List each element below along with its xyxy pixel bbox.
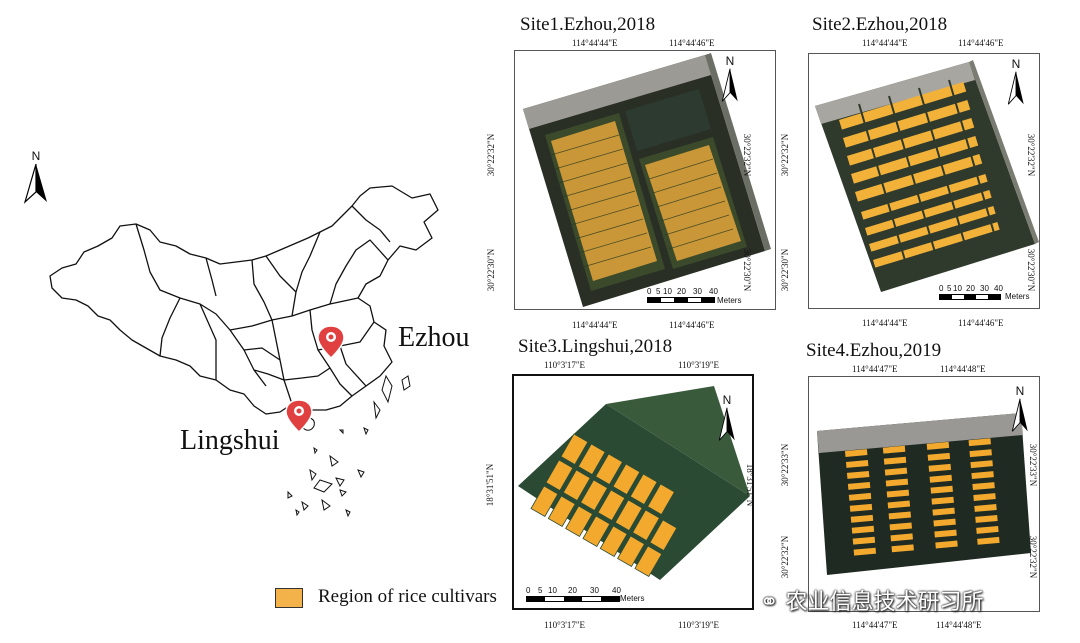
- site3-scale-units: Meters: [620, 594, 645, 603]
- scale-tick: 0: [939, 284, 944, 293]
- scale-tick: 10: [953, 284, 962, 293]
- site2-top-coord-2: 114°44'46"E: [958, 38, 1004, 48]
- site4-left-coord-1: 30°22'33"N: [780, 443, 791, 487]
- site1-scalebar: 0 5 10 20 30 40: [647, 287, 721, 303]
- site4-north-label: N: [1015, 384, 1025, 398]
- site2-top-coord-1: 114°44'44"E: [862, 38, 908, 48]
- north-label: N: [31, 149, 41, 163]
- scale-tick: 20: [677, 287, 686, 296]
- site4-top-coord-2: 114°44'48"E: [940, 364, 986, 374]
- site3-scalebar: 0 5 10 20 30 40: [526, 586, 622, 602]
- north-arrow-icon: [23, 163, 47, 204]
- site2-scalebar: 0 5 10 20 30 40: [939, 284, 1005, 300]
- site2-right-coord-1: 30°22'32"N: [1026, 133, 1037, 177]
- pin-ezhou: [317, 325, 345, 360]
- site2-bottom-coord-1: 114°44'44"E: [862, 318, 908, 328]
- scale-tick: 20: [966, 284, 975, 293]
- site1-scale-units: Meters: [717, 296, 742, 305]
- legend-label: Region of rice cultivars: [318, 586, 497, 607]
- site1-right-coord-2: 30°22'30"N: [742, 248, 753, 292]
- site4-imagery: [817, 413, 1031, 575]
- scale-tick: 40: [994, 284, 1003, 293]
- site4-left-coord-2: 30°22'32"N: [780, 535, 791, 579]
- china-outline-map: [49, 185, 439, 518]
- site2-title: Site2.Ezhou,2018: [812, 14, 948, 35]
- scale-tick: 0: [526, 586, 531, 595]
- site3-north-arrow: N: [712, 394, 742, 447]
- site2-right-coord-2: 30°22'30"N: [1026, 248, 1037, 292]
- site4-bottom-coord-1: 114°44'47"E: [852, 620, 898, 630]
- scale-tick: 30: [693, 287, 702, 296]
- site4-top-coord-1: 114°44'47"E: [852, 364, 898, 374]
- site1-bottom-coord-2: 114°44'46"E: [669, 320, 715, 330]
- site3-map-frame: N 0 5 10 20 30 40 Meters: [512, 374, 754, 610]
- site2-left-coord-1: 30°22'32"N: [780, 133, 791, 177]
- scale-tick: 0: [647, 287, 652, 296]
- site4-map-frame: N: [808, 376, 1040, 612]
- site3-bottom-coord-2: 110°3'19"E: [678, 620, 720, 630]
- north-arrow-icon: [1011, 398, 1028, 432]
- site2-north-label: N: [1011, 57, 1021, 71]
- site3-bottom-coord-1: 110°3'17"E: [544, 620, 586, 630]
- scale-tick: 40: [612, 586, 621, 595]
- site2-scale-units: Meters: [1005, 292, 1030, 301]
- legend-swatch: [275, 588, 303, 608]
- site3-right-coord-1: 18°31'51"N: [745, 463, 756, 507]
- label-ezhou: Ezhou: [398, 322, 470, 353]
- scale-tick: 10: [548, 586, 557, 595]
- site1-right-coord-1: 30°22'32"N: [742, 133, 753, 177]
- label-lingshui: Lingshui: [180, 425, 280, 456]
- site2-bottom-coord-2: 114°44'46"E: [958, 318, 1004, 328]
- site1-north-label: N: [725, 54, 735, 68]
- site4-north-arrow: N: [1005, 385, 1035, 438]
- scale-tick: 10: [663, 287, 672, 296]
- site1-imagery: [523, 53, 771, 307]
- site4-right-coord-1: 30°22'33"N: [1028, 443, 1039, 487]
- site2-map-frame: N 0 5 10 20 30 40 Meters: [808, 53, 1040, 309]
- site4-right-coord-2: 30°22'32"N: [1028, 535, 1039, 579]
- site1-left-coord-1: 30°22'32"N: [486, 133, 497, 177]
- scale-tick: 30: [590, 586, 599, 595]
- north-arrow-icon: [721, 68, 738, 102]
- scale-tick: 20: [568, 586, 577, 595]
- pin-lingshui: [285, 399, 313, 434]
- site2-imagery: [815, 60, 1039, 292]
- site1-bottom-coord-1: 114°44'44"E: [572, 320, 618, 330]
- site3-title: Site3.Lingshui,2018: [518, 336, 673, 357]
- site2-north-arrow: N: [1001, 58, 1031, 111]
- site3-north-label: N: [722, 393, 732, 407]
- site3-top-coord-1: 110°3'17"E: [544, 360, 586, 370]
- site1-title: Site1.Ezhou,2018: [520, 14, 656, 35]
- scale-tick: 5: [947, 284, 952, 293]
- north-arrow-icon: [718, 407, 735, 441]
- watermark-label: 农业信息技术研习所: [785, 590, 984, 615]
- site1-map-frame: N 0 5 10 20 30 40 Meters: [514, 50, 776, 310]
- scale-tick: 5: [538, 586, 543, 595]
- scale-tick: 40: [709, 287, 718, 296]
- wechat-icon: ⚭: [760, 590, 779, 615]
- site1-top-coord-1: 114°44'44"E: [572, 38, 618, 48]
- site1-north-arrow: N: [715, 55, 745, 108]
- scale-tick: 30: [980, 284, 989, 293]
- site2-left-coord-2: 30°22'30"N: [780, 248, 791, 292]
- site3-imagery: [518, 386, 750, 580]
- site3-left-coord-1: 18°31'51"N: [485, 463, 496, 507]
- site4-bottom-coord-2: 114°44'48"E: [936, 620, 982, 630]
- site1-left-coord-2: 30°22'30"N: [486, 248, 497, 292]
- north-arrow-icon: [1007, 71, 1024, 105]
- watermark-text: ⚭ 农业信息技术研习所: [760, 584, 983, 616]
- site1-top-coord-2: 114°44'46"E: [669, 38, 715, 48]
- north-arrow-china: N: [21, 150, 51, 209]
- scale-tick: 5: [656, 287, 661, 296]
- site4-title: Site4.Ezhou,2019: [806, 340, 942, 361]
- site3-top-coord-2: 110°3'19"E: [678, 360, 720, 370]
